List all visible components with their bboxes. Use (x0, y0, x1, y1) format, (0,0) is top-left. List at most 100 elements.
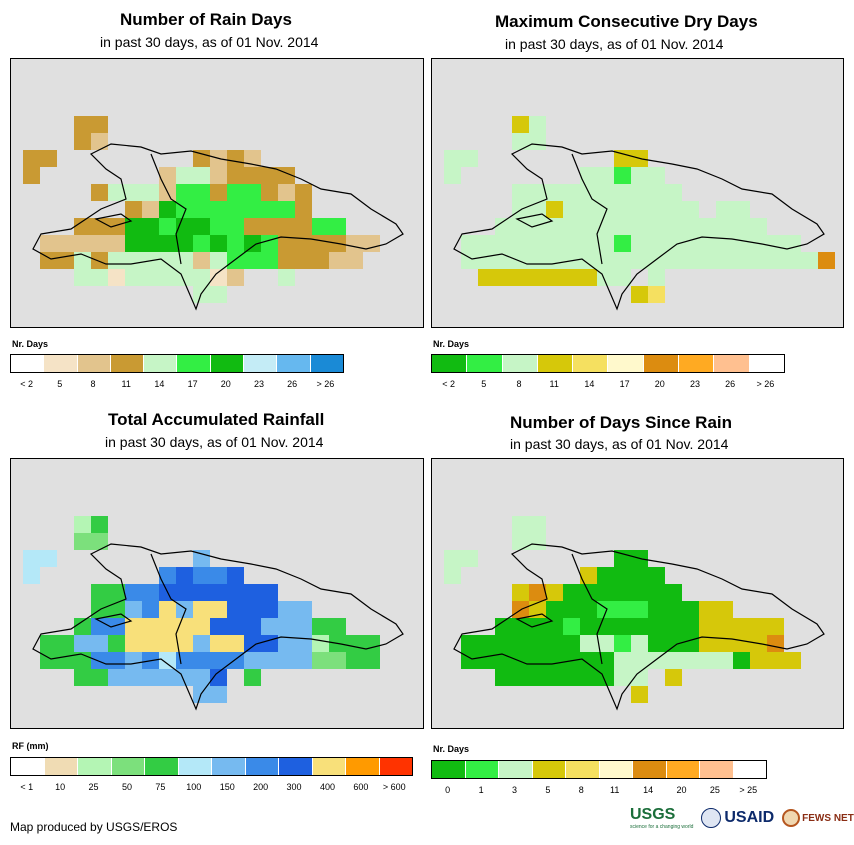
map-grid-cell (227, 201, 244, 218)
map-grid-cell (750, 218, 767, 235)
legend-label: 8 (516, 379, 522, 389)
map-grid-cell (563, 584, 580, 601)
map-grid-cell (478, 235, 495, 252)
map-grid-cell (142, 584, 159, 601)
map-grid-cell (142, 235, 159, 252)
map-grid-cell (580, 618, 597, 635)
map-grid-cell (210, 686, 227, 703)
panel-subtitle: in past 30 days, as of 01 Nov. 2014 (505, 36, 724, 52)
map-grid-cell (193, 286, 210, 303)
legend-label: 14 (584, 379, 595, 389)
map-grid-cell (108, 235, 125, 252)
fews-net-logo[interactable]: FEWS NET (782, 809, 854, 827)
panel-title: Number of Days Since Rain (510, 413, 733, 432)
legend-label: 200 (253, 782, 269, 792)
legend-swatch (44, 758, 78, 775)
map-grid-cell (40, 252, 57, 269)
map-grid-cell (125, 584, 142, 601)
legend-label: 75 (155, 782, 166, 792)
map-grid-cell (312, 618, 329, 635)
map-grid-cell (312, 652, 329, 669)
map-grid-cell (563, 235, 580, 252)
map-grid-cell (142, 184, 159, 201)
legend-label: 17 (619, 379, 630, 389)
map-grid-cell (210, 567, 227, 584)
map-grid-cell (244, 584, 261, 601)
map-grid-cell (193, 567, 210, 584)
map-grid-cell (91, 635, 108, 652)
legend-swatch (346, 758, 380, 775)
gonave-island (94, 213, 133, 228)
map-grid-cell (580, 601, 597, 618)
map-grid-cell (631, 652, 648, 669)
map-rainfall[interactable] (10, 458, 424, 729)
usgs-logo[interactable]: USGS science for a changing world (630, 806, 694, 830)
map-grid-cell (563, 201, 580, 218)
map-grid-cell (614, 235, 631, 252)
legend-label: > 25 (739, 785, 758, 795)
map-grid-cell (278, 184, 295, 201)
legend-label: 100 (186, 782, 202, 792)
map-grid-cell (597, 167, 614, 184)
map-grid-cell (665, 201, 682, 218)
legend-swatch (177, 355, 211, 372)
map-grid-cell (91, 584, 108, 601)
map-grid-cell (444, 567, 461, 584)
legend-title: RF (mm) (12, 741, 49, 751)
map-grid-cell (244, 669, 261, 686)
legend-bar (431, 354, 785, 373)
map-grid-cell (614, 601, 631, 618)
map-grid-cell (529, 533, 546, 550)
map-grid-cell (665, 635, 682, 652)
map-days-since-rain[interactable] (431, 458, 844, 729)
map-grid-cell (495, 235, 512, 252)
map-grid-cell (699, 652, 716, 669)
map-grid-cell (23, 150, 40, 167)
legend-label: 150 (219, 782, 235, 792)
map-grid-cell (461, 635, 478, 652)
legend-label: 0 (445, 785, 451, 795)
map-grid-cell (614, 167, 631, 184)
map-grid-cell (444, 550, 461, 567)
map-grid-cell (176, 584, 193, 601)
map-grid-cell (478, 635, 495, 652)
map-grid-cell (648, 201, 665, 218)
legend-swatch (111, 758, 145, 775)
map-grid-cell (108, 635, 125, 652)
map-grid-cell (529, 516, 546, 533)
map-grid-cell (261, 601, 278, 618)
map-grid-cell (461, 550, 478, 567)
map-grid-cell (546, 252, 563, 269)
panel-subtitle: in past 30 days, as of 01 Nov. 2014 (105, 434, 324, 450)
map-grid-cell (363, 635, 380, 652)
map-grid-cell (74, 669, 91, 686)
legend-label: 5 (481, 379, 487, 389)
coastline-outline (453, 143, 825, 311)
map-grid-cell (563, 618, 580, 635)
map-grid-cell (91, 252, 108, 269)
map-grid-cell (91, 652, 108, 669)
map-grid-cell (142, 601, 159, 618)
map-grid-cell (597, 584, 614, 601)
usaid-logo[interactable]: USAID (701, 808, 774, 828)
map-dry-days[interactable] (431, 58, 844, 328)
legend-label: 8 (90, 379, 96, 389)
map-grid-cell (665, 235, 682, 252)
coastline-outline (453, 543, 825, 711)
map-grid-cell (210, 669, 227, 686)
map-grid-cell (329, 618, 346, 635)
map-grid-cell (244, 167, 261, 184)
map-grid-cell (278, 252, 295, 269)
legend-labels: < 2 5 8 11 14 17 20 23 26 > 26 (10, 379, 342, 391)
legend-swatch (77, 355, 111, 372)
legend-swatch (733, 761, 766, 778)
legend-label: 11 (121, 379, 131, 389)
legend-swatch (749, 355, 784, 372)
map-rain-days[interactable] (10, 58, 424, 328)
map-grid-cell (244, 601, 261, 618)
map-grid-cell (227, 235, 244, 252)
legend-label: 10 (55, 782, 66, 792)
map-grid-cell (74, 235, 91, 252)
map-grid-cell (74, 618, 91, 635)
map-grid-cell (716, 652, 733, 669)
